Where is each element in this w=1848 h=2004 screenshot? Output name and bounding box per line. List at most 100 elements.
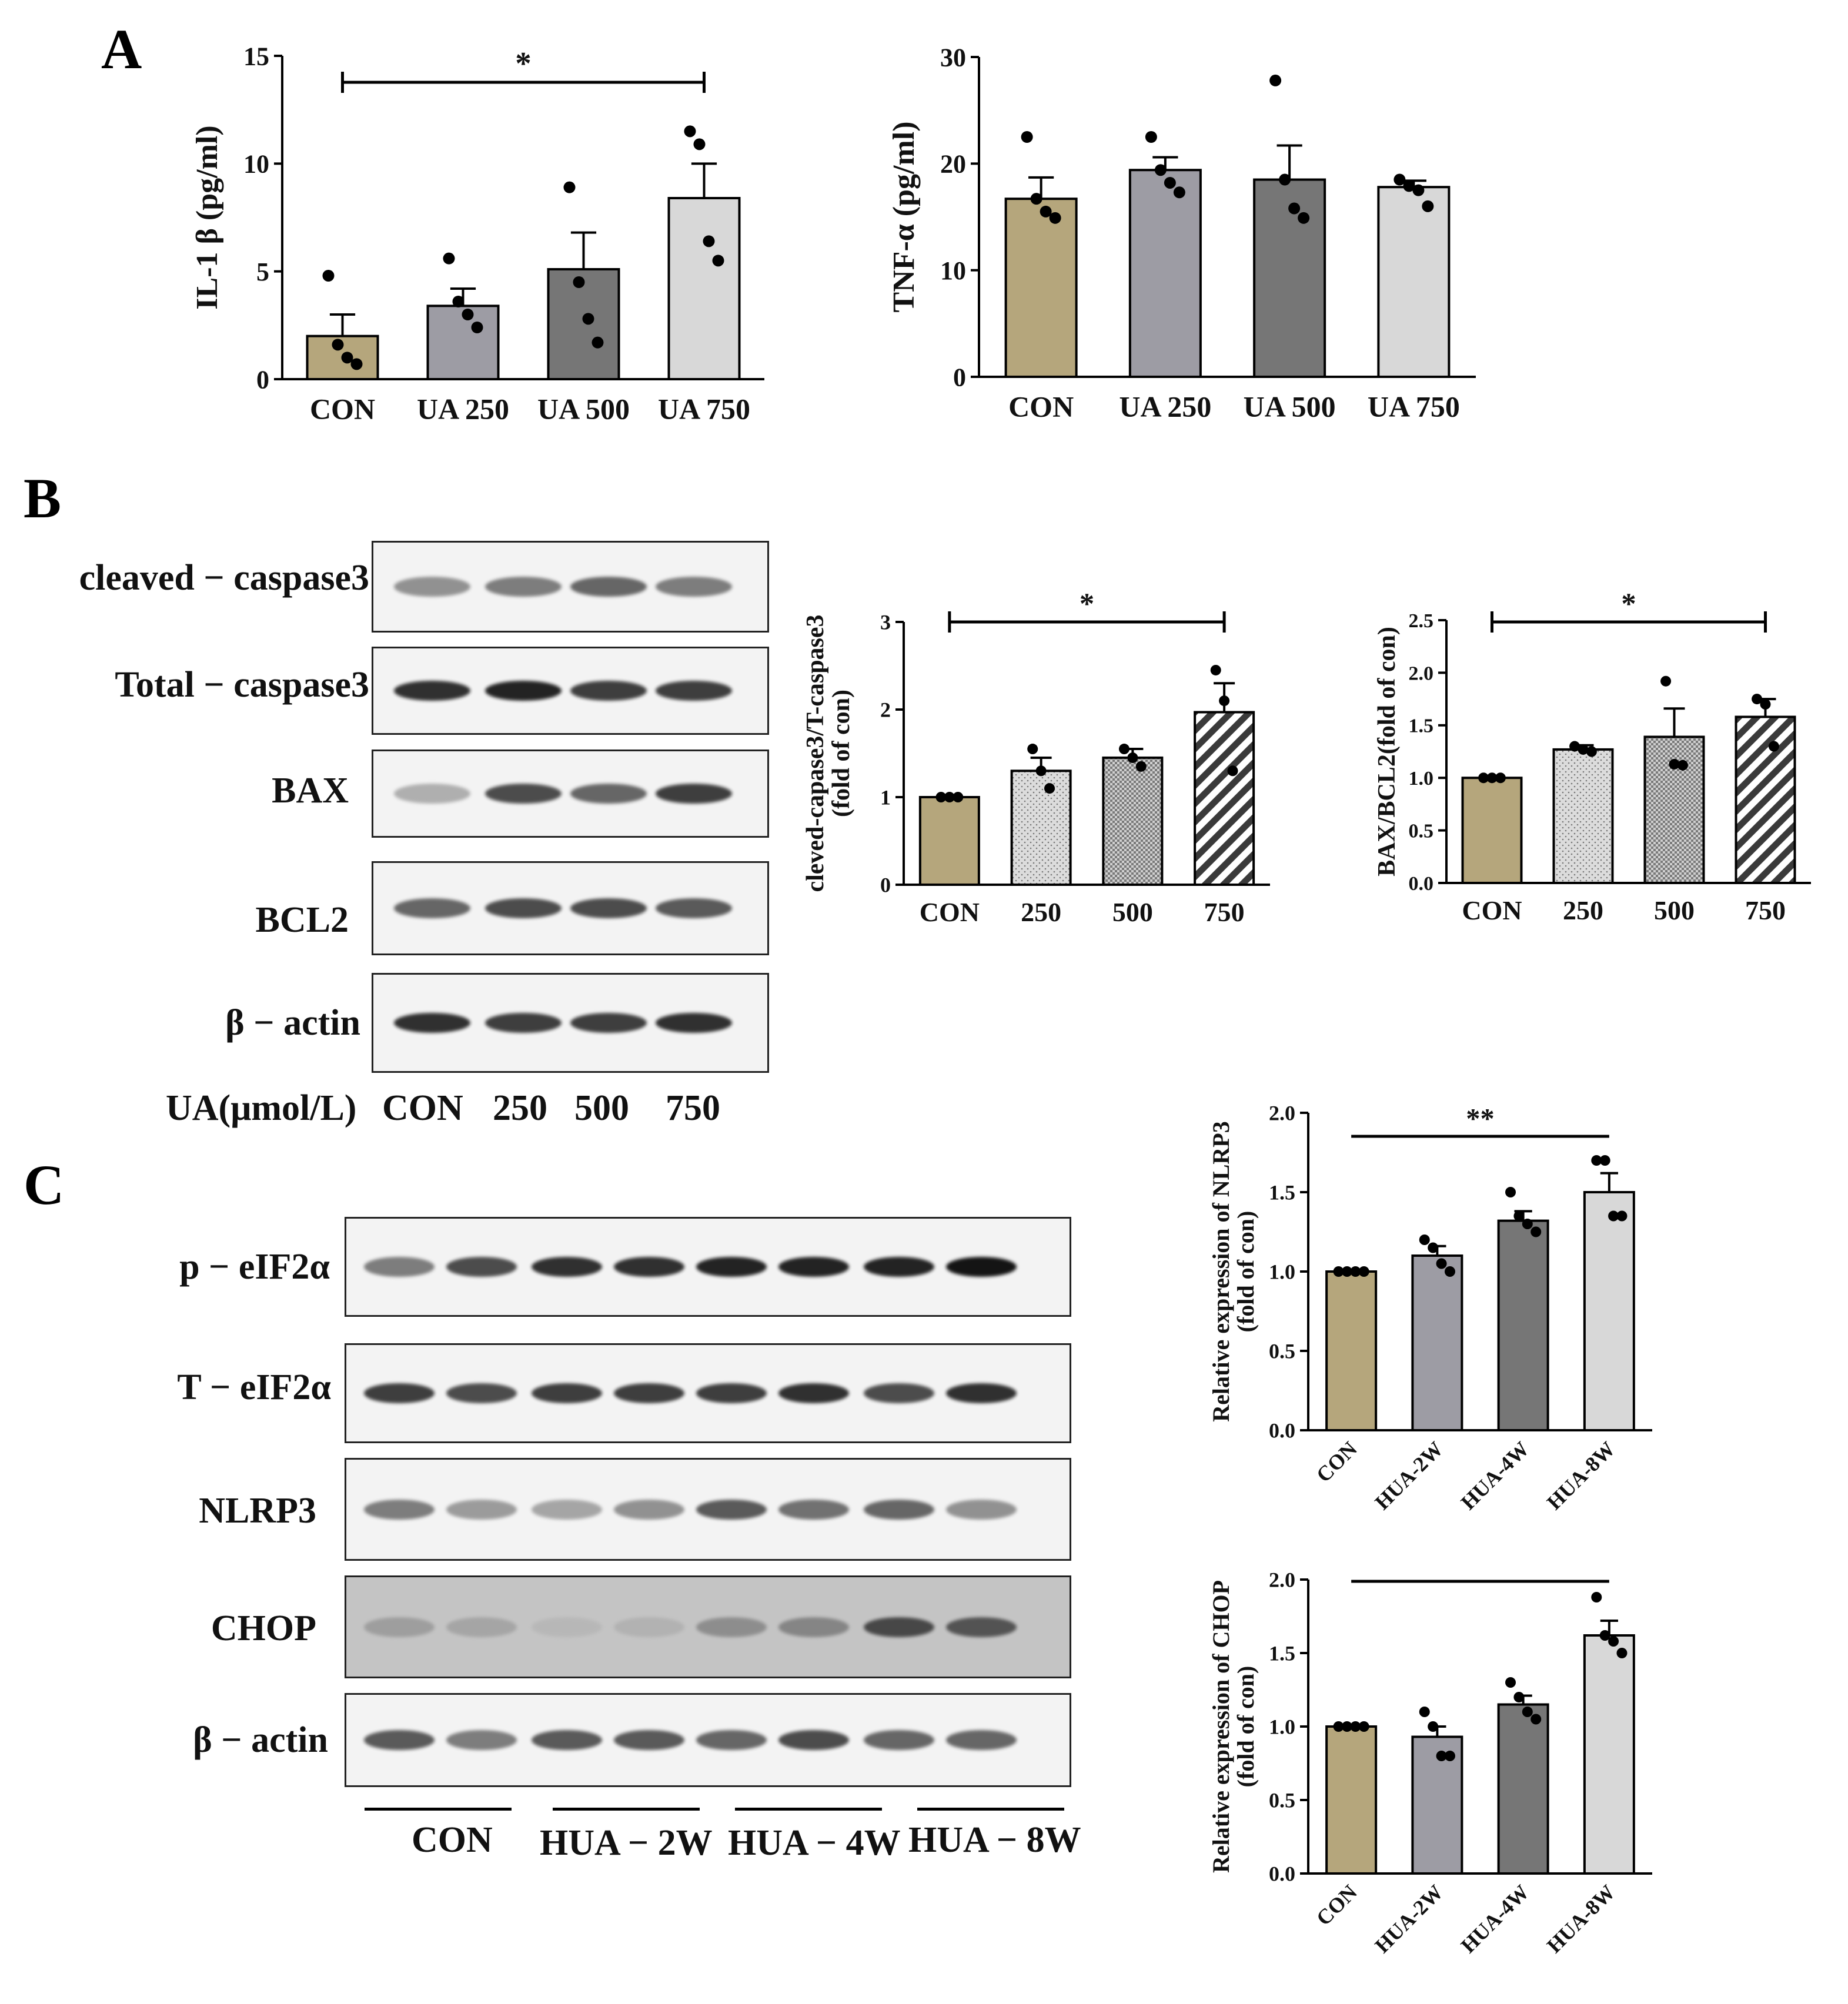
data-point xyxy=(1616,1648,1628,1658)
significance-label: * xyxy=(1621,587,1636,620)
x-tick-label: 250 xyxy=(1563,895,1603,925)
blot-band xyxy=(364,1617,435,1637)
x-tick-label: 500 xyxy=(1112,897,1153,927)
x-tick-label: 250 xyxy=(1021,897,1061,927)
y-tick-label: 0 xyxy=(880,874,891,897)
blot-c-label-nlrp3: NLRP3 xyxy=(199,1491,316,1531)
blot-c-group-label: HUA − 2W xyxy=(540,1823,713,1863)
data-point xyxy=(684,125,696,138)
x-tick-label: 750 xyxy=(1745,895,1786,925)
y-tick-label: 0 xyxy=(256,365,269,394)
blot-band xyxy=(532,1617,602,1637)
blot-band xyxy=(485,577,562,597)
blot-c-nlrp3 xyxy=(345,1458,1071,1561)
data-point xyxy=(1444,1751,1455,1761)
x-tick-label: CON xyxy=(1462,895,1522,925)
data-point xyxy=(953,792,964,802)
data-point xyxy=(1118,744,1129,755)
bar-2 xyxy=(1102,756,1164,886)
y-tick-label: 2.0 xyxy=(1269,1102,1295,1125)
data-point xyxy=(1350,1266,1361,1277)
data-point xyxy=(1333,1721,1344,1732)
data-point xyxy=(1513,1210,1525,1222)
y-tick-label: 1.5 xyxy=(1409,715,1434,737)
blot-band xyxy=(485,784,562,804)
bar-1 xyxy=(1552,748,1614,884)
bar-0 xyxy=(1325,1725,1378,1875)
data-point xyxy=(1428,1721,1439,1732)
blot-band xyxy=(394,1013,470,1033)
bar-1 xyxy=(1010,770,1072,886)
x-tick-label: UA 250 xyxy=(417,393,509,426)
y-tick-label: 1.5 xyxy=(1269,1181,1295,1205)
y-tick-label: 0.5 xyxy=(1269,1789,1295,1812)
blot-band xyxy=(570,1013,647,1033)
data-point xyxy=(1436,1258,1447,1269)
x-tick-label: 750 xyxy=(1204,897,1245,927)
blot-band xyxy=(570,784,647,804)
data-point xyxy=(1522,1219,1533,1229)
data-point xyxy=(1591,1155,1602,1166)
y-axis-label: BAX/BCL2(fold of con) xyxy=(1374,627,1401,876)
x-tick-label: UA 750 xyxy=(658,393,750,426)
blot-c-t-eif2a xyxy=(345,1343,1071,1443)
data-point xyxy=(1660,675,1672,687)
blot-band xyxy=(696,1730,767,1750)
blot-band xyxy=(394,784,470,804)
data-point xyxy=(1145,131,1157,143)
blot-band xyxy=(864,1257,934,1277)
blot-b-lane-label: 250 xyxy=(493,1088,547,1128)
y-tick-label: 2.5 xyxy=(1409,610,1434,632)
blot-band xyxy=(485,1013,562,1033)
blot-b-lane-label: CON xyxy=(382,1088,463,1128)
y-axis-label: Relative expression of NLRP3 xyxy=(1208,1121,1234,1421)
y-axis-label: Relative expression of CHOP xyxy=(1208,1580,1234,1873)
bar-3 xyxy=(1377,186,1451,378)
bar-3 xyxy=(1194,711,1255,886)
data-point xyxy=(1486,772,1498,784)
y-tick-label: 2.0 xyxy=(1269,1568,1295,1592)
panel-letter-b: B xyxy=(24,467,62,530)
blot-b-lane-label: 500 xyxy=(574,1088,629,1128)
data-point xyxy=(1591,1592,1602,1602)
blot-b-label-bcl2: BCL2 xyxy=(255,900,349,940)
data-point xyxy=(1422,200,1434,212)
data-point xyxy=(1478,772,1489,784)
data-point xyxy=(935,792,947,802)
blot-band xyxy=(946,1257,1017,1277)
data-point xyxy=(1616,1210,1628,1222)
group-line-con xyxy=(365,1808,512,1811)
y-tick-label: 1.0 xyxy=(1409,768,1434,789)
data-point xyxy=(1669,758,1680,770)
data-point xyxy=(1049,212,1061,224)
blot-band xyxy=(446,1383,517,1403)
data-point xyxy=(592,336,604,349)
data-point xyxy=(1044,783,1055,794)
blot-b-label-total-caspase3: Total − caspase3 xyxy=(115,665,369,705)
blot-band xyxy=(570,898,647,918)
blot-band xyxy=(364,1257,435,1277)
blot-band xyxy=(946,1617,1017,1637)
data-point xyxy=(712,255,724,267)
y-tick-label: 2 xyxy=(880,698,891,722)
data-point xyxy=(1436,1751,1447,1761)
y-axis-label: (fold of con) xyxy=(828,690,855,817)
bar-0 xyxy=(1461,777,1523,884)
data-point xyxy=(1279,173,1291,186)
data-point xyxy=(350,358,363,370)
data-point xyxy=(1578,744,1589,755)
blot-b-label-beta-actin: β − actin xyxy=(225,1003,360,1043)
data-point xyxy=(1341,1266,1352,1277)
data-point xyxy=(1412,184,1425,196)
data-point xyxy=(1210,664,1221,675)
data-point xyxy=(573,276,585,288)
blot-band xyxy=(614,1257,684,1277)
data-point xyxy=(1608,1210,1619,1222)
bar-1 xyxy=(1411,1254,1463,1431)
data-point xyxy=(1027,744,1038,755)
data-point xyxy=(1569,741,1580,752)
data-point xyxy=(1358,1721,1369,1732)
data-point xyxy=(1341,1721,1352,1732)
blot-band xyxy=(394,681,470,701)
